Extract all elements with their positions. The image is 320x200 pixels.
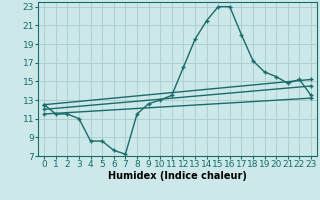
X-axis label: Humidex (Indice chaleur): Humidex (Indice chaleur) bbox=[108, 171, 247, 181]
